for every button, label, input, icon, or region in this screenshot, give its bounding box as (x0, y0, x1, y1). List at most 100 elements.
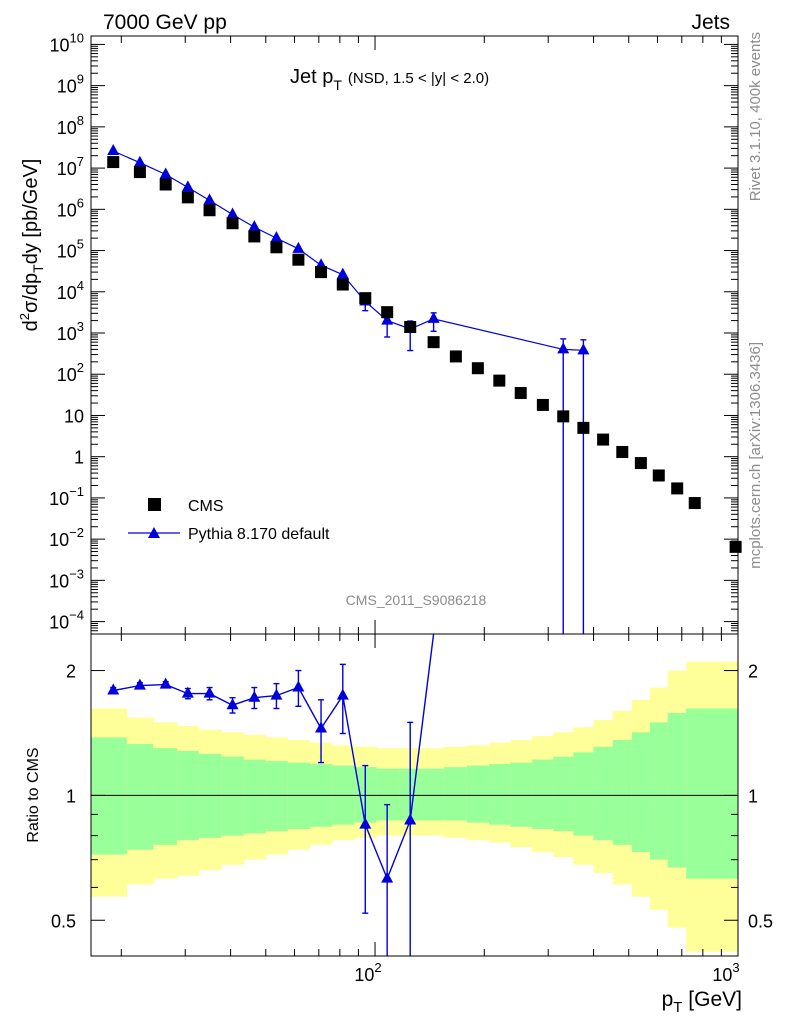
ratio-point (133, 678, 146, 690)
pythia-point (226, 207, 239, 219)
cms-point (688, 497, 701, 510)
ratio-point (107, 683, 120, 695)
ratio-point (270, 688, 283, 700)
green-band-bin (91, 737, 128, 855)
legend-pythia-marker (148, 527, 160, 538)
main-y-tick-label: 1010 (50, 30, 85, 55)
cms-point (652, 469, 665, 482)
pythia-point (248, 220, 261, 232)
pythia-point (557, 342, 570, 354)
main-y-axis-label: d2σ/dpTdy [pb/GeV] (17, 159, 46, 332)
ratio-point (226, 698, 239, 710)
main-y-tick-label: 109 (57, 72, 84, 97)
cms-point (359, 292, 372, 305)
ratio-y-tick-label-right: 2 (748, 662, 758, 682)
pythia-point (107, 143, 120, 155)
main-y-tick-labels: 10−4 10−3 10−2 10−1 1 10 102 103 104 105 106 107 108… (49, 30, 84, 632)
cms-point (404, 320, 417, 333)
main-ticks (91, 36, 739, 635)
cms-point (315, 266, 328, 279)
pythia-point (203, 193, 216, 205)
ratio-y-tick-label-right: 1 (748, 786, 758, 806)
main-y-tick-label: 10−2 (49, 525, 84, 550)
green-band-bin (376, 768, 400, 821)
main-y-tick-label: 10−1 (49, 484, 84, 509)
cms-point (292, 253, 305, 266)
cms-point (159, 178, 172, 191)
ratio-ticks (91, 634, 739, 956)
cms-point (270, 241, 283, 254)
pythia-point (159, 167, 172, 179)
cms-point (557, 410, 570, 423)
cms-point (671, 482, 684, 495)
pythia-line (112, 150, 584, 351)
legend-cms-label: CMS (188, 498, 224, 515)
main-y-tick-label: 106 (57, 195, 84, 220)
pythia-point (133, 155, 146, 167)
cms-point (248, 230, 261, 243)
main-y-tick-label: 103 (57, 319, 84, 344)
ratio-frame (90, 633, 739, 957)
cms-point (514, 387, 527, 400)
green-band-bin (243, 759, 267, 834)
ratio-point (292, 680, 305, 692)
green-band-bin (221, 756, 245, 836)
ratio-y-tick-label-left: 1 (66, 786, 76, 806)
pythia-point (381, 313, 394, 325)
main-y-tick-label: 104 (57, 278, 84, 303)
ratio-point (336, 688, 349, 700)
header-right: Jets (691, 11, 730, 34)
legend: CMS Pythia 8.170 default (128, 498, 330, 543)
cms-point (536, 398, 549, 411)
main-y-tick-label: 107 (57, 154, 84, 179)
main-title: Jet pT (NSD, 1.5 < |y| < 2.0) (290, 66, 489, 93)
rivet-label: Rivet 3.1.10, 400k events (747, 32, 764, 201)
pythia-point (292, 241, 305, 253)
green-band-bin (532, 759, 554, 829)
ratio-y-tick-label-left: 2 (66, 662, 76, 682)
green-band-bin (686, 708, 739, 879)
ratio-point (359, 817, 372, 829)
green-band-bin (553, 756, 574, 832)
main-y-tick-label: 105 (57, 237, 84, 262)
main-y-tick-label: 10−3 (49, 566, 84, 591)
pythia-point (427, 311, 440, 323)
cms-point (471, 362, 484, 375)
green-band-bin (421, 768, 445, 821)
green-band-bin (667, 713, 687, 868)
cms-point (634, 457, 647, 470)
cms-point (107, 156, 120, 169)
cms-series (107, 156, 742, 553)
main-panel: 10−4 10−3 10−2 10−1 1 10 102 103 104 105 106 107 108… (17, 30, 742, 635)
ratio-panel: 0.5 0.5 1 1 2 2 Ratio to CMS 102 103 pT [GeV] (25, 633, 773, 1016)
x-axis-label: pT [GeV] (662, 988, 742, 1016)
legend-cms-marker (148, 498, 161, 511)
pythia-point (336, 267, 349, 279)
ratio-uncertainty-bands (91, 661, 739, 952)
main-y-tick-label: 10 (64, 406, 84, 426)
cms-point (493, 374, 506, 387)
main-y-tick-label: 102 (57, 360, 84, 385)
main-y-tick-label: 108 (57, 113, 84, 138)
cms-point (381, 306, 394, 319)
ratio-y-tick-labels: 0.5 0.5 1 1 2 2 (51, 662, 773, 932)
green-band-bin (488, 764, 511, 825)
cms-point (336, 278, 349, 291)
ratio-point (404, 813, 417, 825)
green-band-bin (153, 748, 178, 845)
main-y-tick-label: 1 (74, 448, 84, 468)
main-y-tick-label: 10−4 (49, 608, 84, 633)
header-left: 7000 GeV pp (103, 11, 227, 34)
green-band-bin (444, 767, 468, 821)
ratio-point (159, 677, 172, 689)
cms-point (203, 204, 216, 217)
ratio-y-axis-label: Ratio to CMS (25, 747, 42, 842)
ratio-point (248, 690, 261, 702)
green-band-bin (612, 740, 633, 845)
cms-point (133, 166, 146, 179)
cms-point (449, 350, 462, 363)
green-band-bin (649, 722, 669, 860)
x-tick-label-1000: 103 (712, 960, 739, 985)
ratio-point (381, 871, 394, 883)
